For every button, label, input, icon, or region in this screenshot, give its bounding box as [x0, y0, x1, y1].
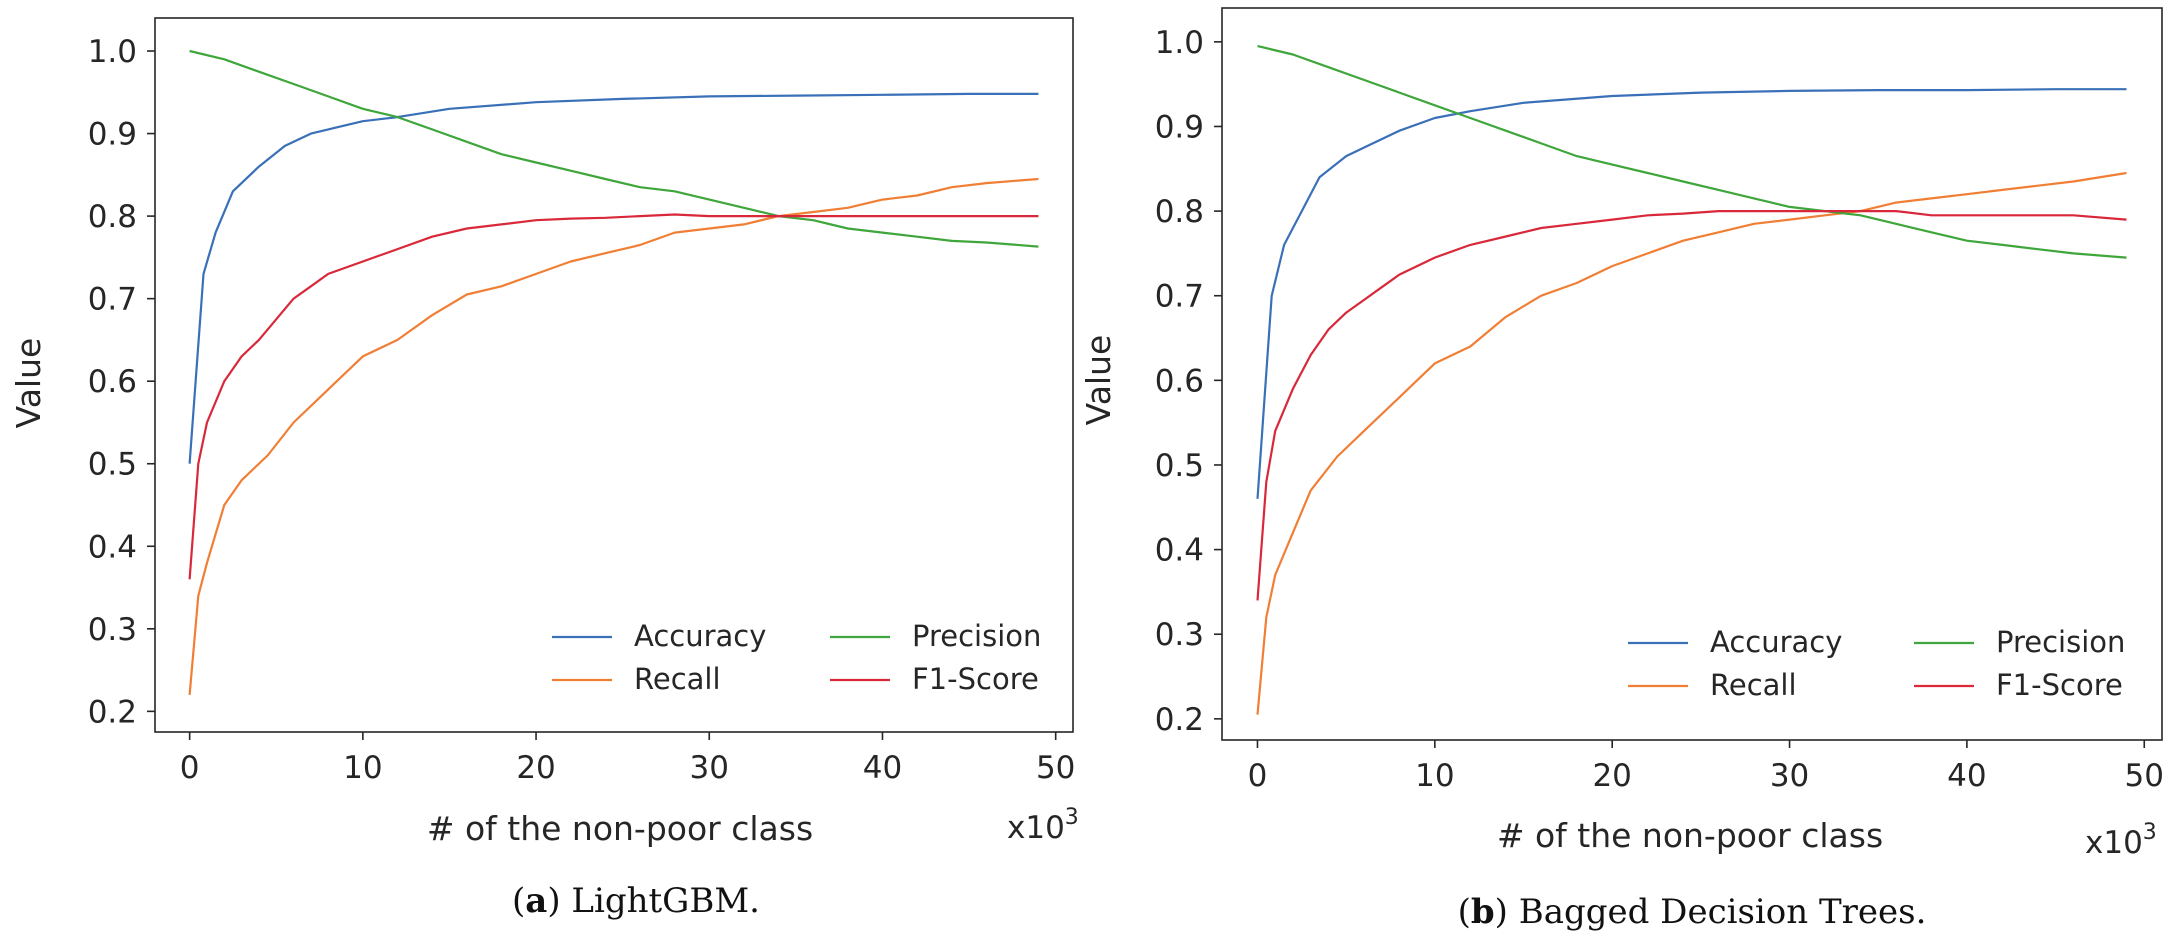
- panel-caption: (a) LightGBM.: [512, 881, 760, 921]
- plot-frame: [1221, 7, 2163, 741]
- y-tick-label: 0.5: [1155, 448, 1204, 484]
- legend: Accuracy Recall Precision F1-Score: [1628, 625, 2125, 702]
- legend-label-recall: Recall: [1710, 668, 1797, 702]
- series-line-precision: [1257, 45, 2127, 259]
- caption-panel-letter: a: [525, 881, 547, 921]
- x-tick-label: 30: [690, 750, 729, 786]
- caption-paren-close: ): [547, 881, 571, 921]
- series-line-accuracy: [1256, 88, 2127, 499]
- series-line-precision: [189, 49, 1039, 248]
- y-tick-label: 0.3: [1155, 617, 1204, 653]
- y-tick-label: 0.3: [88, 612, 137, 648]
- y-tick-label: 0.2: [1155, 702, 1204, 738]
- x-tick-label: 0: [1248, 758, 1268, 794]
- legend-label-precision: Precision: [912, 619, 1041, 653]
- y-tick-label: 0.9: [88, 117, 137, 153]
- y-tick-label: 0.8: [1155, 194, 1204, 230]
- y-tick-label: 0.6: [88, 364, 137, 400]
- x-tick-label: 10: [343, 750, 382, 786]
- x-multiplier-exponent: 3: [1065, 805, 1079, 830]
- y-tick-label: 0.2: [88, 694, 137, 730]
- x-tick-label: 30: [1770, 758, 1809, 794]
- y-tick-label: 1.0: [1155, 25, 1204, 61]
- series-line-f1-score: [1256, 210, 2127, 601]
- x-multiplier: x103: [2085, 820, 2157, 861]
- plot-frame: [154, 17, 1074, 733]
- y-tick-label: 0.7: [1155, 279, 1204, 315]
- series-line-recall: [1256, 171, 2127, 715]
- panel-caption: (b) Bagged Decision Trees.: [1458, 892, 1927, 932]
- legend-label-recall: Recall: [634, 662, 721, 696]
- series-line-recall: [188, 177, 1039, 695]
- x-axis-label: # of the non-poor class: [427, 809, 813, 848]
- y-tick-label: 0.4: [88, 529, 137, 565]
- panel-a-lightgbm: 0.2 0.3 0.4 0.5 0.6 0.7 0.8 0.9 1.0 0 10 20 30 40 50 Va…: [9, 17, 1079, 921]
- x-tick-label: 40: [863, 750, 902, 786]
- panel-b-bagged-decision-trees: 0.2 0.3 0.4 0.5 0.6 0.7 0.8 0.9 1.0 0 10 20 30 40 50 Va…: [1079, 7, 2164, 932]
- y-axis-label: Value: [1079, 335, 1118, 426]
- legend-label-f1-score: F1-Score: [912, 662, 1039, 696]
- x-axis-label: # of the non-poor class: [1497, 816, 1883, 855]
- x-multiplier: x103: [1007, 805, 1079, 846]
- x-tick-label: 50: [1036, 750, 1075, 786]
- y-tick-label: 0.8: [88, 199, 137, 235]
- series-line-accuracy: [188, 92, 1039, 464]
- y-tick-label: 0.7: [88, 282, 137, 318]
- caption-panel-letter: b: [1471, 892, 1495, 932]
- series-line-f1-score: [188, 213, 1039, 580]
- caption-paren-open: (: [1458, 892, 1471, 932]
- legend-label-accuracy: Accuracy: [1710, 625, 1842, 659]
- y-axis-label: Value: [9, 338, 48, 429]
- caption-text: LightGBM.: [571, 881, 760, 921]
- x-tick-label: 0: [180, 750, 200, 786]
- caption-text: Bagged Decision Trees.: [1519, 892, 1927, 932]
- x-tick-label: 10: [1415, 758, 1454, 794]
- caption-paren-open: (: [512, 881, 525, 921]
- legend-label-f1-score: F1-Score: [1996, 668, 2123, 702]
- legend-label-precision: Precision: [1996, 625, 2125, 659]
- y-tick-label: 1.0: [88, 34, 137, 70]
- x-multiplier-base: x10: [1007, 810, 1065, 846]
- x-tick-label: 40: [1947, 758, 1986, 794]
- x-tick-label: 50: [2125, 758, 2164, 794]
- y-tick-label: 0.5: [88, 447, 137, 483]
- caption-paren-close: ): [1495, 892, 1519, 932]
- y-tick-label: 0.9: [1155, 109, 1204, 145]
- x-tick-label: 20: [516, 750, 555, 786]
- x-multiplier-exponent: 3: [2143, 820, 2157, 845]
- x-multiplier-base: x10: [2085, 825, 2143, 861]
- y-tick-label: 0.6: [1155, 363, 1204, 399]
- legend: Accuracy Recall Precision F1-Score: [552, 619, 1041, 696]
- legend-label-accuracy: Accuracy: [634, 619, 766, 653]
- x-tick-label: 20: [1592, 758, 1631, 794]
- y-tick-label: 0.4: [1155, 533, 1204, 569]
